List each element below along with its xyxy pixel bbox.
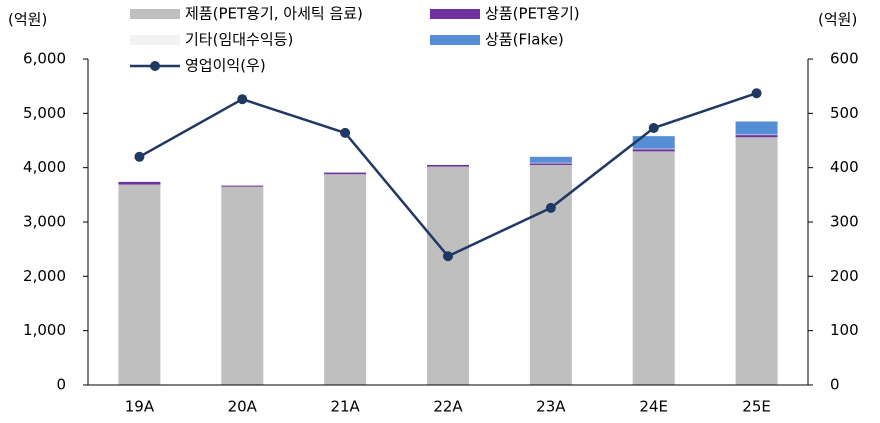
bar — [529, 162, 572, 164]
y2-tick-label: 600 — [830, 50, 859, 68]
bar — [735, 121, 778, 135]
y-unit: (억원) — [8, 11, 47, 29]
line-point — [237, 94, 248, 105]
bar — [221, 185, 264, 186]
y-tick-label: 5,000 — [23, 104, 66, 122]
bar — [427, 164, 469, 165]
line-point — [340, 127, 351, 138]
bar — [221, 186, 264, 385]
legend-swatch — [430, 35, 480, 45]
line-point — [751, 88, 762, 99]
bar — [324, 174, 367, 385]
line-point — [648, 123, 659, 134]
bar — [529, 163, 572, 165]
x-tick-label: 25E — [742, 398, 771, 416]
line-point — [134, 151, 145, 162]
y-tick-label: 1,000 — [23, 321, 66, 339]
legend-marker — [150, 61, 160, 71]
line-point — [443, 251, 453, 262]
y-tick-label: 0 — [56, 376, 66, 394]
bar — [118, 184, 161, 385]
bar — [324, 172, 367, 173]
y-tick-label: 6,000 — [23, 50, 66, 68]
bar — [118, 181, 161, 182]
y2-tick-label: 500 — [830, 104, 859, 122]
legend-swatch — [130, 35, 180, 45]
bar — [427, 166, 469, 385]
x-tick-label: 20A — [228, 398, 258, 416]
y-tick-label: 4,000 — [23, 158, 66, 176]
bar — [735, 135, 778, 138]
y2-unit: (억원) — [818, 11, 857, 29]
bar — [529, 156, 572, 163]
x-tick-label: 22A — [433, 398, 463, 416]
bar — [427, 164, 469, 167]
legend-label: 상품(Flake) — [485, 31, 564, 49]
legend-label: 기타(임대수익등) — [185, 31, 293, 49]
y2-tick-label: 400 — [830, 158, 859, 176]
bar — [632, 149, 675, 152]
bar — [221, 185, 264, 187]
bar — [529, 164, 572, 385]
legend-label: 상품(PET용기) — [485, 5, 580, 23]
y2-tick-label: 200 — [830, 267, 859, 285]
legend-label: 영업이익(우) — [185, 57, 266, 75]
x-tick-label: 23A — [536, 398, 566, 416]
y2-tick-label: 0 — [830, 376, 840, 394]
bar — [735, 134, 778, 136]
x-tick-label: 24E — [639, 398, 668, 416]
bar — [324, 172, 367, 175]
y2-tick-label: 100 — [830, 321, 859, 339]
bar — [632, 136, 675, 149]
bar — [632, 151, 675, 385]
legend-label: 제품(PET용기, 아세틱 음료) — [185, 5, 363, 23]
bar — [735, 137, 778, 385]
x-tick-label: 21A — [330, 398, 360, 416]
legend-swatch — [130, 9, 180, 19]
x-tick-label: 19A — [125, 398, 155, 416]
line-point — [545, 202, 556, 213]
y-tick-label: 2,000 — [23, 267, 66, 285]
bar — [118, 181, 161, 185]
bar — [632, 148, 675, 150]
y-tick-label: 3,000 — [23, 213, 66, 231]
y2-tick-label: 300 — [830, 213, 859, 231]
legend-swatch — [430, 9, 480, 19]
